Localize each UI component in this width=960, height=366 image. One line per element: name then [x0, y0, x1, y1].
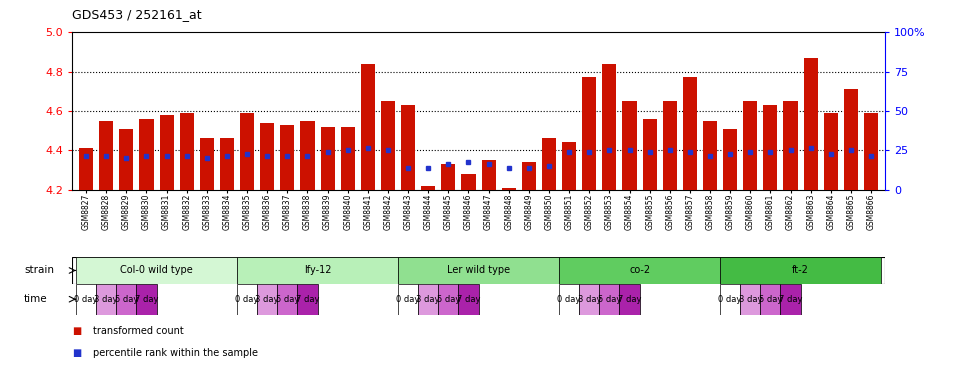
- Bar: [159, 115, 174, 190]
- Bar: [321, 127, 335, 190]
- Text: strain: strain: [24, 265, 54, 276]
- Text: 0 day: 0 day: [235, 295, 259, 304]
- Text: ■: ■: [72, 348, 82, 358]
- Text: 7 day: 7 day: [296, 295, 320, 304]
- Text: 0 day: 0 day: [718, 295, 742, 304]
- Bar: [563, 142, 576, 190]
- FancyBboxPatch shape: [579, 284, 599, 315]
- Bar: [401, 105, 415, 190]
- Text: GDS453 / 252161_at: GDS453 / 252161_at: [72, 8, 202, 21]
- FancyBboxPatch shape: [559, 257, 720, 284]
- FancyBboxPatch shape: [76, 284, 96, 315]
- FancyBboxPatch shape: [398, 257, 559, 284]
- FancyBboxPatch shape: [298, 284, 318, 315]
- Text: transformed count: transformed count: [93, 326, 184, 336]
- Bar: [180, 113, 194, 190]
- FancyBboxPatch shape: [237, 284, 257, 315]
- Text: 7 day: 7 day: [134, 295, 158, 304]
- Text: percentile rank within the sample: percentile rank within the sample: [93, 348, 258, 358]
- Text: 0 day: 0 day: [75, 295, 98, 304]
- Text: lfy-12: lfy-12: [303, 265, 331, 276]
- FancyBboxPatch shape: [136, 284, 156, 315]
- Bar: [462, 174, 475, 190]
- Bar: [743, 101, 757, 190]
- Bar: [783, 101, 798, 190]
- Bar: [260, 123, 275, 190]
- Text: 7 day: 7 day: [457, 295, 480, 304]
- Bar: [442, 164, 455, 190]
- FancyBboxPatch shape: [439, 284, 459, 315]
- Bar: [341, 127, 355, 190]
- FancyBboxPatch shape: [116, 284, 136, 315]
- Bar: [280, 125, 295, 190]
- Text: 5 day: 5 day: [276, 295, 300, 304]
- Text: 3 day: 3 day: [578, 295, 601, 304]
- Text: Ler wild type: Ler wild type: [447, 265, 510, 276]
- Text: 3 day: 3 day: [738, 295, 762, 304]
- Bar: [683, 78, 697, 190]
- Text: 0 day: 0 day: [558, 295, 581, 304]
- Text: 0 day: 0 day: [396, 295, 420, 304]
- Text: 3 day: 3 day: [94, 295, 118, 304]
- Bar: [421, 186, 435, 190]
- Bar: [200, 138, 214, 190]
- Bar: [602, 64, 616, 190]
- Bar: [99, 121, 113, 190]
- Bar: [804, 58, 818, 190]
- Bar: [662, 101, 677, 190]
- Bar: [502, 188, 516, 190]
- Bar: [642, 119, 657, 190]
- Text: ■: ■: [72, 326, 82, 336]
- FancyBboxPatch shape: [459, 284, 478, 315]
- FancyBboxPatch shape: [619, 284, 639, 315]
- Bar: [844, 89, 858, 190]
- Bar: [824, 113, 838, 190]
- Bar: [542, 138, 556, 190]
- FancyBboxPatch shape: [599, 284, 619, 315]
- Text: 5 day: 5 day: [114, 295, 138, 304]
- FancyBboxPatch shape: [257, 284, 277, 315]
- Text: 7 day: 7 day: [779, 295, 803, 304]
- Bar: [79, 148, 93, 190]
- FancyBboxPatch shape: [760, 284, 780, 315]
- Text: 5 day: 5 day: [437, 295, 460, 304]
- Text: 3 day: 3 day: [255, 295, 279, 304]
- Text: co-2: co-2: [629, 265, 650, 276]
- Text: 7 day: 7 day: [618, 295, 641, 304]
- Text: 5 day: 5 day: [598, 295, 621, 304]
- FancyBboxPatch shape: [398, 284, 419, 315]
- FancyBboxPatch shape: [780, 284, 801, 315]
- FancyBboxPatch shape: [720, 284, 740, 315]
- Bar: [582, 78, 596, 190]
- Text: time: time: [24, 294, 48, 304]
- Bar: [119, 128, 133, 190]
- Bar: [482, 160, 495, 190]
- FancyBboxPatch shape: [237, 257, 398, 284]
- Text: 3 day: 3 day: [417, 295, 440, 304]
- Bar: [763, 105, 778, 190]
- FancyBboxPatch shape: [559, 284, 579, 315]
- FancyBboxPatch shape: [720, 257, 881, 284]
- FancyBboxPatch shape: [76, 257, 237, 284]
- Bar: [139, 119, 154, 190]
- Text: ft-2: ft-2: [792, 265, 809, 276]
- Bar: [622, 101, 636, 190]
- Text: 5 day: 5 day: [758, 295, 782, 304]
- Bar: [240, 113, 254, 190]
- FancyBboxPatch shape: [96, 284, 116, 315]
- Bar: [864, 113, 878, 190]
- FancyBboxPatch shape: [277, 284, 298, 315]
- Text: Col-0 wild type: Col-0 wild type: [120, 265, 193, 276]
- Bar: [381, 101, 395, 190]
- Bar: [220, 138, 234, 190]
- Bar: [703, 121, 717, 190]
- Bar: [723, 128, 737, 190]
- Bar: [361, 64, 375, 190]
- FancyBboxPatch shape: [419, 284, 439, 315]
- FancyBboxPatch shape: [740, 284, 760, 315]
- Bar: [522, 162, 536, 190]
- Bar: [300, 121, 315, 190]
